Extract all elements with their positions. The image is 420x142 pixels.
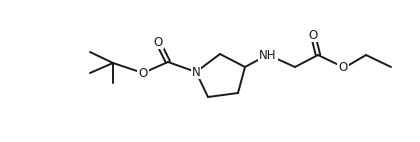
Text: NH: NH	[259, 49, 277, 61]
Text: O: O	[339, 60, 348, 74]
Text: O: O	[308, 29, 318, 41]
Text: N: N	[192, 65, 200, 79]
Text: O: O	[138, 66, 147, 80]
Text: O: O	[153, 36, 163, 49]
